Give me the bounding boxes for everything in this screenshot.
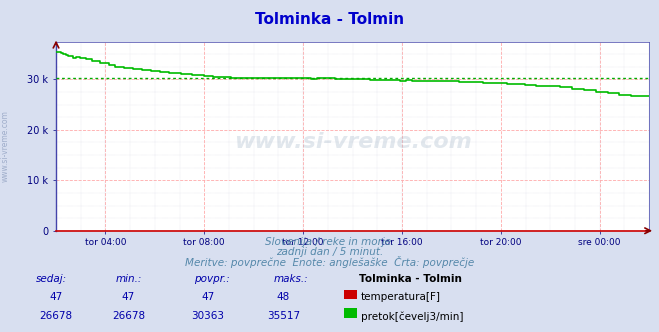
Text: sedaj:: sedaj: (36, 274, 67, 284)
Text: maks.:: maks.: (273, 274, 308, 284)
Text: 26678: 26678 (40, 311, 72, 321)
Text: www.si-vreme.com: www.si-vreme.com (1, 110, 10, 182)
Text: temperatura[F]: temperatura[F] (361, 292, 441, 302)
Text: Tolminka - Tolmin: Tolminka - Tolmin (359, 274, 462, 284)
Text: www.si-vreme.com: www.si-vreme.com (234, 132, 471, 152)
Text: 26678: 26678 (112, 311, 145, 321)
Text: 48: 48 (277, 292, 290, 302)
Text: pretok[čevelj3/min]: pretok[čevelj3/min] (361, 311, 464, 322)
Text: min.:: min.: (115, 274, 142, 284)
Text: zadnji dan / 5 minut.: zadnji dan / 5 minut. (276, 247, 383, 257)
Text: 47: 47 (201, 292, 214, 302)
Text: Tolminka - Tolmin: Tolminka - Tolmin (255, 12, 404, 27)
Text: Slovenija / reke in morje.: Slovenija / reke in morje. (265, 237, 394, 247)
Text: 35517: 35517 (267, 311, 300, 321)
Text: 30363: 30363 (191, 311, 224, 321)
Text: Meritve: povprečne  Enote: anglešaške  Črta: povprečje: Meritve: povprečne Enote: anglešaške Črt… (185, 256, 474, 268)
Text: 47: 47 (122, 292, 135, 302)
Text: povpr.:: povpr.: (194, 274, 230, 284)
Text: 47: 47 (49, 292, 63, 302)
